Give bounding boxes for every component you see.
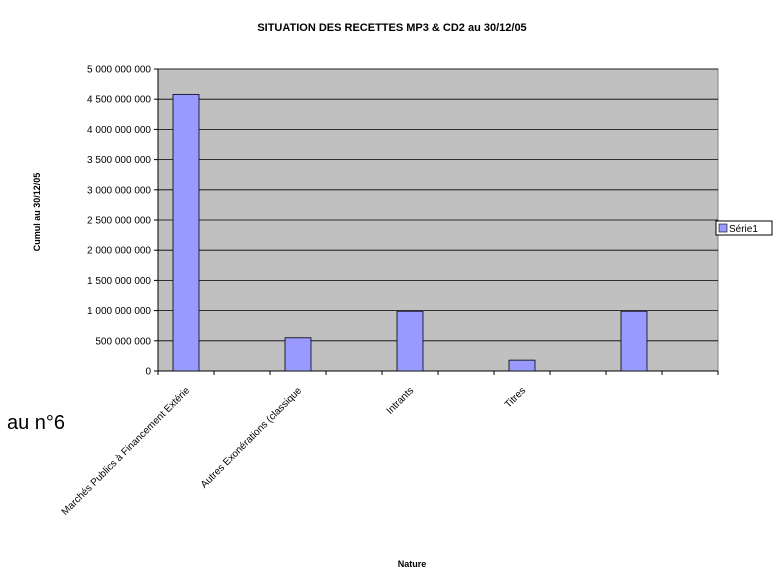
chart-title: SITUATION DES RECETTES MP3 & CD2 au 30/1… bbox=[257, 22, 526, 34]
legend: Série1 bbox=[715, 220, 773, 236]
y-tick-label: 4 000 000 000 bbox=[87, 125, 151, 136]
y-tick-label: 2 000 000 000 bbox=[87, 246, 151, 257]
y-tick-label: 1 000 000 000 bbox=[87, 306, 151, 317]
bar-1 bbox=[172, 93, 200, 372]
y-tick-label: 3 500 000 000 bbox=[87, 155, 151, 166]
x-axis-title: Nature bbox=[398, 559, 427, 569]
bar-5 bbox=[396, 310, 424, 372]
y-tick-label: 500 000 000 bbox=[95, 336, 151, 347]
bars bbox=[172, 93, 648, 372]
y-tick-label: 0 bbox=[145, 367, 151, 378]
legend-box bbox=[715, 220, 773, 236]
legend-swatch-serie1 bbox=[718, 223, 728, 233]
side-note: au n°6 bbox=[7, 412, 66, 434]
x-tick-label: Intrants bbox=[385, 385, 416, 416]
y-tick-label: 4 500 000 000 bbox=[87, 95, 151, 106]
bar-3 bbox=[284, 337, 312, 372]
x-axis-labels: Marchés Publics à Financement Extérie Aut… bbox=[60, 371, 719, 518]
x-tick-label: Autres Exonérations (classique bbox=[199, 385, 305, 491]
x-tick-label: Titres bbox=[503, 385, 528, 410]
x-tick-label: Marchés Publics à Financement Extérie bbox=[60, 385, 193, 518]
legend-label-serie1: Série1 bbox=[729, 224, 758, 235]
y-tick-label: 3 000 000 000 bbox=[87, 185, 151, 196]
y-tick-label: 1 500 000 000 bbox=[87, 276, 151, 287]
y-tick-label: 5 000 000 000 bbox=[87, 65, 151, 76]
y-axis-title: Cumul au 30/12/05 bbox=[32, 173, 42, 252]
y-tick-label: 2 500 000 000 bbox=[87, 216, 151, 227]
bar-7 bbox=[508, 359, 536, 372]
bar-9 bbox=[620, 310, 648, 372]
